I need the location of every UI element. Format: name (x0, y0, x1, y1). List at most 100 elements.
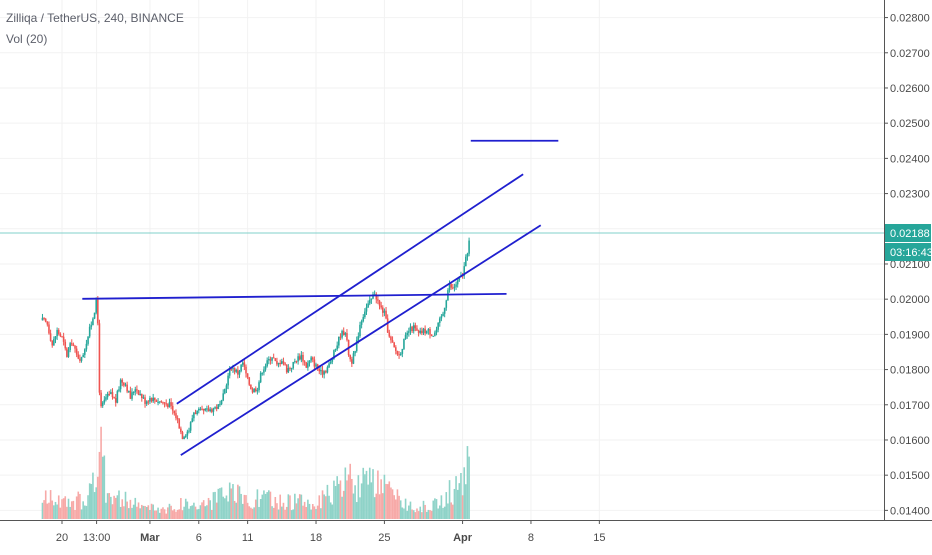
volume-bar (95, 487, 97, 519)
trendline[interactable] (180, 224, 542, 456)
volume-bar (194, 506, 197, 519)
volume-bar (184, 498, 187, 519)
volume-bar (368, 467, 371, 519)
volume-bar (279, 494, 281, 519)
candle-body (452, 287, 454, 289)
price-scale[interactable]: 0.01400 0.01500 0.01600 0.01700 0.01800 0.019… (884, 13, 930, 518)
volume-bar (83, 505, 86, 519)
volume-bar (212, 492, 215, 519)
candle-body (88, 326, 91, 337)
volume-bar (424, 504, 426, 519)
candle-body (285, 364, 288, 373)
candle-body (186, 431, 189, 436)
volume-bar (323, 494, 325, 519)
volume-bar (132, 504, 135, 519)
candle-body (333, 350, 335, 359)
volume-bar (443, 506, 446, 519)
volume-bar (48, 502, 50, 519)
symbol-title: Zilliqa / TetherUS, 240, BINANCE (6, 11, 184, 25)
volume-bar (362, 467, 365, 519)
volume-bar (163, 509, 166, 519)
volume-bar (129, 499, 132, 519)
last-price-badge (885, 224, 931, 243)
candle-body (425, 330, 428, 334)
candle-body (419, 330, 422, 333)
candle-body (140, 393, 143, 399)
candle-body (253, 388, 255, 393)
volume-bar (232, 484, 234, 519)
volume-bar (175, 511, 177, 519)
candle-body (259, 373, 262, 383)
volume-bar (74, 509, 76, 519)
candle-body (298, 356, 301, 360)
candle-body (225, 385, 228, 389)
candle-body (430, 334, 433, 337)
volume-bar (302, 505, 304, 519)
volume-bar (409, 501, 412, 519)
candle-body (377, 299, 379, 301)
volume-legend: Vol (20) (6, 32, 48, 46)
trendlines[interactable] (82, 139, 559, 456)
volume-bar (193, 502, 195, 519)
volume-bar (72, 500, 75, 519)
trendline[interactable] (82, 293, 507, 300)
volume-bar (401, 507, 404, 519)
volume-bar (118, 490, 120, 519)
volume-bars (41, 426, 470, 519)
volume-bar (315, 508, 317, 519)
volume-bar (149, 509, 151, 519)
volume-bar (292, 509, 295, 519)
candle-body (351, 359, 353, 364)
candle-body (121, 379, 124, 383)
volume-bar (266, 492, 268, 519)
volume-bar (137, 502, 140, 519)
candle-body (167, 404, 169, 408)
volume-bar (111, 504, 114, 519)
volume-bar (157, 507, 159, 519)
candle-body (391, 340, 394, 343)
candle-body (155, 400, 158, 403)
candle-body (453, 286, 456, 288)
x-tick-label: 25 (378, 532, 390, 544)
candle-body (80, 357, 83, 361)
volume-bar (272, 507, 275, 519)
candle-body (411, 326, 413, 332)
trendline[interactable] (176, 173, 524, 405)
volume-bar (85, 505, 88, 519)
candle-body (51, 340, 54, 346)
candle-body (165, 403, 168, 405)
volume-bar (155, 510, 158, 519)
volume-bar (261, 494, 264, 519)
volume-bar (97, 476, 99, 519)
candle-body (443, 307, 446, 314)
volume-bar (329, 502, 332, 519)
volume-bar (425, 511, 428, 519)
candle-body (349, 355, 352, 360)
candle-body (124, 384, 127, 386)
candle-body (290, 368, 293, 370)
time-scale[interactable]: 20 13:00 Mar 6 11 18 25 Apr 8 15 (56, 520, 606, 544)
volume-bar (334, 486, 337, 519)
candle-body (465, 256, 467, 267)
volume-bar (324, 496, 327, 519)
volume-bar (336, 476, 338, 519)
volume-bar (417, 511, 420, 519)
volume-bar (202, 500, 205, 519)
candle-body (364, 311, 366, 318)
volume-bar (160, 508, 163, 519)
volume-bar (140, 504, 143, 519)
volume-bar (152, 504, 154, 519)
candle-body (303, 361, 306, 363)
candle-body (183, 437, 185, 440)
volume-bar (51, 500, 54, 519)
volume-bar (271, 506, 273, 519)
candle-body (82, 354, 84, 358)
volume-bar (54, 501, 57, 519)
candle-body (261, 372, 264, 374)
x-tick-label: 8 (528, 532, 534, 544)
volume-bar (321, 490, 324, 519)
volume-bar (241, 503, 244, 519)
x-tick-label: 15 (593, 532, 605, 544)
